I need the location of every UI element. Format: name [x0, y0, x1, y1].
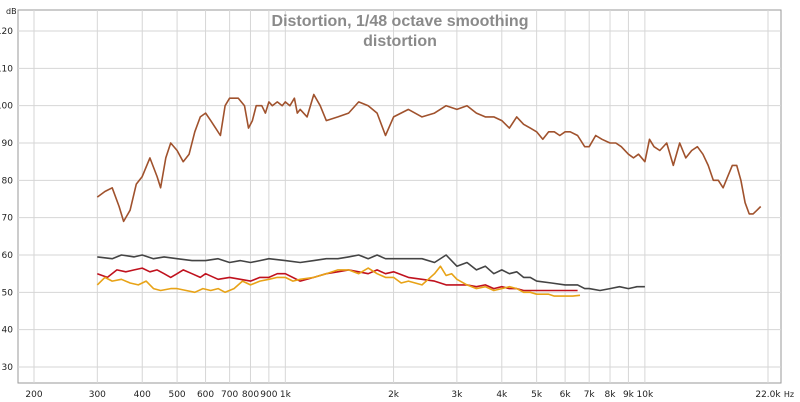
x-tick-label: 7k	[584, 390, 596, 400]
series-line-1	[96, 93, 762, 223]
x-tick-label: 22.0k	[755, 390, 781, 400]
x-tick-label: 200	[25, 390, 42, 400]
x-axis-unit: Hz	[784, 390, 794, 399]
x-tick-label: 5k	[531, 390, 543, 400]
x-tick-label: 800	[242, 390, 259, 400]
axis-labels: 30 40 50 60 70 80 90 100 110 120 200 300 400 500 600 70…	[0, 27, 781, 400]
y-tick-label: 110	[0, 64, 13, 74]
chart-title: Distortion, 1/48 octave smoothing	[272, 13, 529, 30]
series-layer	[96, 93, 762, 297]
x-tick-label: 600	[197, 390, 214, 400]
x-tick-label: 2k	[388, 390, 400, 400]
x-tick-label: 3k	[451, 390, 463, 400]
y-tick-label: 90	[2, 139, 14, 149]
y-tick-label: 30	[2, 363, 14, 373]
x-tick-label: 8k	[605, 390, 617, 400]
x-tick-label: 700	[221, 390, 238, 400]
x-tick-label: 9k	[623, 390, 635, 400]
y-tick-label: 50	[2, 288, 14, 298]
x-tick-label: 4k	[496, 390, 508, 400]
y-tick-label: 70	[2, 214, 14, 224]
series-line-4	[96, 265, 581, 297]
x-tick-label: 10k	[637, 390, 654, 400]
y-tick-label: 60	[2, 251, 14, 261]
x-tick-label: 500	[168, 390, 185, 400]
y-axis-unit: dB	[6, 7, 17, 16]
x-tick-label: 6k	[560, 390, 572, 400]
x-tick-label: 400	[134, 390, 151, 400]
grid	[18, 10, 781, 383]
y-tick-label: 100	[0, 102, 13, 112]
y-tick-label: 120	[0, 27, 13, 37]
plot-area	[17, 9, 782, 384]
chart-subtitle: distortion	[363, 33, 437, 50]
series-line-2	[97, 254, 645, 292]
y-tick-label: 40	[2, 326, 14, 336]
x-tick-label: 300	[89, 390, 106, 400]
y-tick-label: 80	[2, 176, 14, 186]
x-tick-label: 1k	[280, 390, 292, 400]
x-tick-label: 900	[260, 390, 277, 400]
